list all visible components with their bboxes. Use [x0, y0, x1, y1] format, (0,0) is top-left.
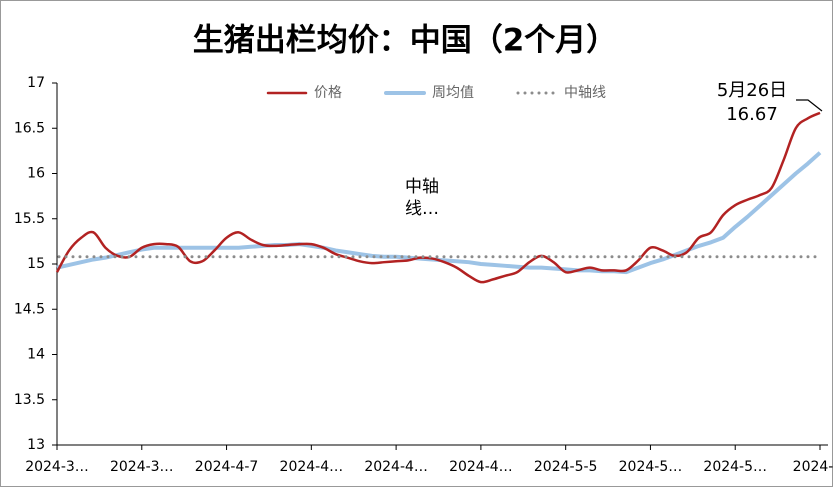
y-tick-label: 13.5: [14, 392, 45, 408]
annotation: 16.67: [726, 104, 778, 125]
chart-title: 生猪出栏均价：中国（2个月）: [193, 23, 618, 59]
series-line: [55, 111, 821, 284]
x-tick-label: 2024-5…: [619, 459, 683, 475]
annotation: 中轴: [405, 177, 439, 197]
legend-label: 中轴线: [564, 85, 606, 101]
x-tick-label: 2024-4…: [280, 459, 344, 475]
x-tick-label: 2024-4…: [449, 459, 513, 475]
y-tick-label: 14: [27, 347, 45, 363]
y-tick-label: 17: [27, 75, 45, 91]
y-tick-label: 13: [27, 437, 45, 453]
y-tick-label: 16: [27, 166, 45, 182]
legend-label: 价格: [314, 85, 342, 101]
x-tick-label: 2024-4…: [364, 459, 428, 475]
x-tick-label: 2024-5…: [703, 459, 767, 475]
x-tick-label: 2024-3…: [110, 459, 174, 475]
annotation: 5月26日: [717, 80, 787, 101]
x-tick-label: 2024-4-7: [195, 459, 259, 475]
y-tick-label: 14.5: [14, 301, 45, 317]
y-tick-label: 16.5: [14, 120, 45, 136]
x-tick-label: 2024-…: [793, 459, 833, 475]
x-tick-label: 2024-3…: [25, 459, 89, 475]
y-tick-label: 15.5: [14, 211, 45, 227]
annotation-pointer: [796, 99, 823, 112]
annotation: 线…: [405, 199, 439, 219]
y-tick-label: 15: [27, 256, 45, 272]
x-tick-label: 2024-5-5: [534, 459, 598, 475]
legend-label: 周均值: [432, 85, 474, 101]
